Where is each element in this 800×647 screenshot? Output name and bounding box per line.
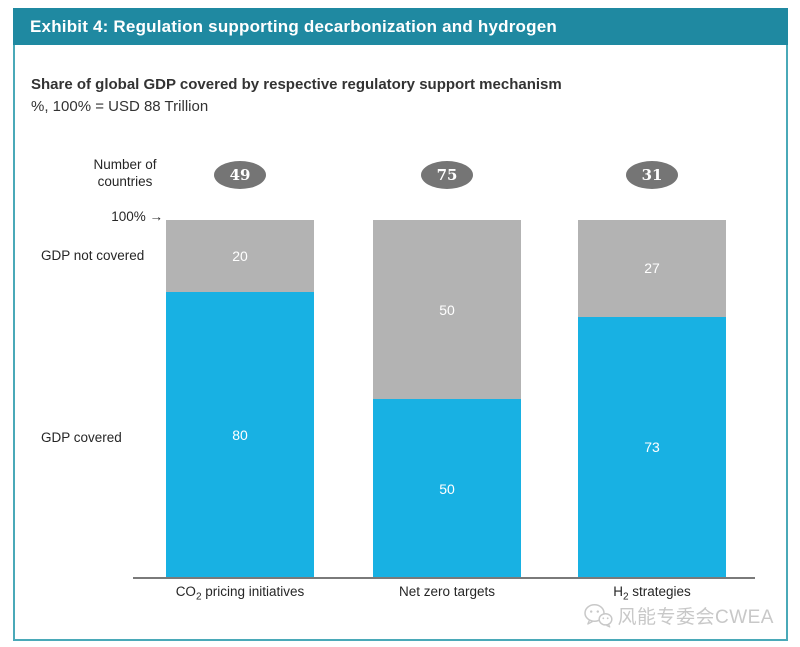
number-of-countries-label: Number of countries xyxy=(79,156,171,190)
category-text: strategies xyxy=(628,584,691,599)
segment-value-label: 50 xyxy=(439,301,455,318)
category-label-net-zero: Net zero targets xyxy=(337,584,557,603)
legend-gdp-covered: GDP covered xyxy=(41,430,122,445)
x-axis-line xyxy=(133,577,755,579)
bar-segment-covered: 80 xyxy=(166,291,314,578)
y-axis-100-label: 100% xyxy=(111,209,146,224)
y-axis-100-marker: 100% → xyxy=(61,209,163,224)
countries-badge-h2: 31 xyxy=(626,161,678,189)
legend-gdp-not-covered: GDP not covered xyxy=(41,248,145,263)
countries-badge-netzero: 75 xyxy=(421,161,473,189)
exhibit-header-title: Exhibit 4: Regulation supporting decarbo… xyxy=(30,16,557,36)
bar-h2-strategies: 27 73 xyxy=(578,220,726,578)
exhibit-header: Exhibit 4: Regulation supporting decarbo… xyxy=(13,8,788,45)
wechat-icon xyxy=(584,603,614,628)
watermark-text: 风能专委会CWEA xyxy=(617,607,774,628)
arrow-right-icon: → xyxy=(149,209,164,224)
countries-badge-co2: 49 xyxy=(214,161,266,189)
chart-subtitle: %, 100% = USD 88 Trillion xyxy=(31,98,209,115)
category-subscript: 2 xyxy=(195,591,202,603)
bar-segment-covered: 73 xyxy=(578,316,726,578)
bar-co2-pricing: 20 80 xyxy=(166,220,314,578)
bar-segment-not-covered: 20 xyxy=(166,220,314,292)
bar-segment-covered: 50 xyxy=(373,399,521,578)
chart-title: Share of global GDP covered by respectiv… xyxy=(31,76,562,93)
category-text: Net zero targets xyxy=(398,584,496,599)
segment-value-label: 50 xyxy=(439,480,455,497)
segment-value-label: 27 xyxy=(644,260,660,277)
segment-value-label: 20 xyxy=(232,247,248,264)
watermark: 风能专委会CWEA xyxy=(583,602,774,629)
category-label-co2-pricing: CO2 pricing initiatives xyxy=(130,584,350,603)
bar-segment-not-covered: 50 xyxy=(373,220,521,399)
number-of-countries-line2: countries xyxy=(97,174,153,189)
category-subscript: 2 xyxy=(622,591,629,603)
category-text: pricing initiatives xyxy=(201,584,305,599)
category-text: H xyxy=(613,584,623,599)
category-text: CO xyxy=(175,584,196,599)
segment-value-label: 73 xyxy=(644,439,660,456)
number-of-countries-line1: Number of xyxy=(93,157,157,172)
bar-segment-not-covered: 27 xyxy=(578,220,726,317)
category-label-h2-strategies: H2 strategies xyxy=(542,584,762,603)
segment-value-label: 80 xyxy=(232,426,248,443)
bar-net-zero: 50 50 xyxy=(373,220,521,578)
